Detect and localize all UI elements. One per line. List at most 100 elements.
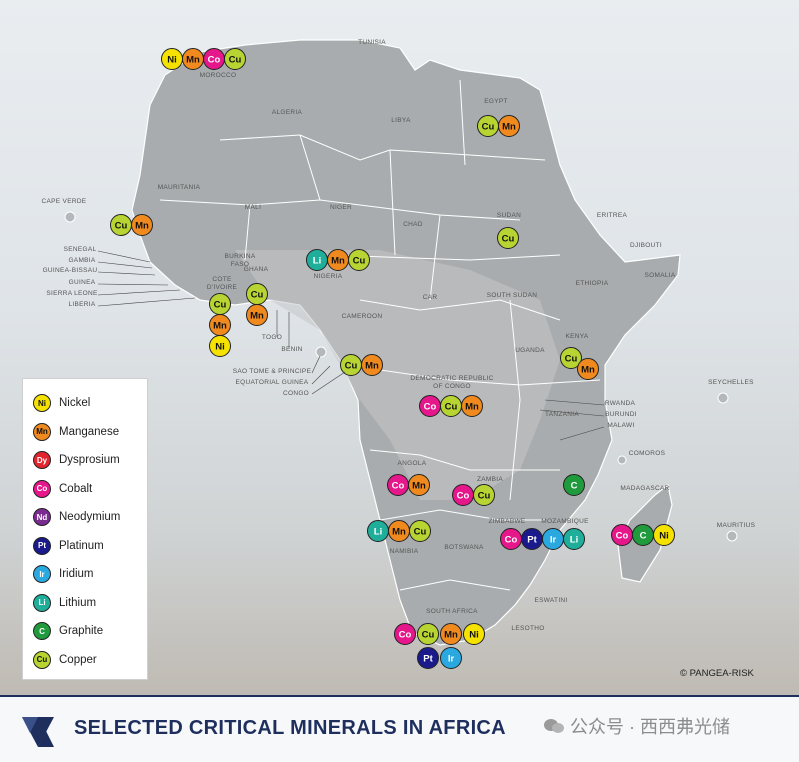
deposit-marker-mn: Mn <box>246 304 268 326</box>
leader-lines <box>97 250 605 441</box>
country-label: BURKINA <box>225 253 256 260</box>
deposit-marker-cu: Cu <box>340 354 362 376</box>
copyright-credit: © PANGEA-RISK <box>680 668 754 679</box>
deposit-marker-circle <box>417 623 439 645</box>
deposit-marker-circle <box>497 227 519 249</box>
deposit-marker-symbol: Co <box>616 531 629 542</box>
deposit-marker-symbol: Mn <box>365 361 379 372</box>
deposit-marker-symbol: Li <box>313 256 321 267</box>
country-label: EGYPT <box>484 98 508 105</box>
deposit-marker-circle <box>563 528 585 550</box>
deposit-marker-pt: Pt <box>521 528 543 550</box>
deposit-marker-co: Co <box>452 484 474 506</box>
africa-map: TUNISIA MOROCCO ALGERIA LIBYA EGYPT MAURITANI… <box>42 39 756 669</box>
deposit-marker-symbol: Pt <box>423 654 433 665</box>
legend-item-iridium: Ir Iridium <box>33 564 94 584</box>
legend-label: Neodymium <box>59 511 121 523</box>
country-label: SENEGAL <box>64 246 97 253</box>
deposit-marker-symbol: Mn <box>465 402 479 413</box>
country-label: SAO TOME & PRINCIPE <box>233 368 312 375</box>
deposit-marker-circle <box>560 347 582 369</box>
deposit-marker-symbol: Cu <box>414 527 427 538</box>
legend-label: Lithium <box>59 596 97 609</box>
deposit-marker-ir: Ir <box>542 528 564 550</box>
deposit-marker-co: Co <box>611 524 633 546</box>
country-label: BURUNDI <box>605 411 637 418</box>
country-label: LIBERIA <box>68 301 95 308</box>
legend-symbol-co: Co <box>33 479 51 498</box>
deposit-marker-symbol: Ni <box>659 531 669 542</box>
legend-label: Cobalt <box>59 482 93 495</box>
deposit-marker-circle <box>394 623 416 645</box>
country-label: MAURITIUS <box>717 522 756 529</box>
deposit-marker-cu: Cu <box>440 395 462 417</box>
deposit-marker-c: C <box>563 474 585 496</box>
country-label: COMOROS <box>629 450 666 457</box>
deposit-marker-symbol: Mn <box>213 321 227 332</box>
country-borders <box>159 79 601 591</box>
country-label: MALAWI <box>607 422 634 429</box>
wechat-icon <box>544 719 564 733</box>
deposit-marker-symbol: Cu <box>445 402 458 413</box>
country-label: CAPE VERDE <box>42 198 87 205</box>
legend-symbol-nd: Nd <box>33 508 51 526</box>
deposit-marker-symbol: Li <box>374 527 382 538</box>
legend-label: Iridium <box>59 568 94 580</box>
deposit-marker-ni: Ni <box>463 623 485 645</box>
deposit-marker-circle <box>577 358 599 380</box>
country-label: CHAD <box>403 221 423 228</box>
legend-symbol-cu: Cu <box>33 650 51 669</box>
country-label: ESWATINI <box>534 597 567 604</box>
deposit-marker-mn: Mn <box>182 48 204 70</box>
deposit-marker-ni: Ni <box>209 335 231 357</box>
deposit-marker-circle <box>246 304 268 326</box>
deposit-marker-symbol: Co <box>424 402 437 413</box>
deposit-marker-circle <box>224 48 246 70</box>
deposit-marker-symbol: Co <box>392 481 405 492</box>
deposit-marker-li: Li <box>563 528 585 550</box>
deposit-marker-co: Co <box>419 395 441 417</box>
legend-symbol-ni: Ni <box>33 394 51 412</box>
watermark-text: 公众号 · 西西弗光储 <box>570 717 730 737</box>
deposit-marker-circle <box>461 395 483 417</box>
deposit-marker-pt: Pt <box>417 647 439 669</box>
country-label: SIERRA LEONE <box>46 290 98 297</box>
legend-label: Copper <box>59 653 97 666</box>
deposit-marker-symbol: Cu <box>229 55 242 66</box>
country-label: D'IVOIRE <box>207 284 238 291</box>
comoros-island <box>617 455 627 465</box>
deposit-marker-symbol: Mn <box>392 527 406 538</box>
legend-label: Nickel <box>59 397 91 409</box>
legend: Ni Nickel Mn Manganese Dy Dysprosium Co Cobalt N… <box>22 378 148 680</box>
country-label: CAR <box>423 294 438 301</box>
deposit-marker-symbol: Ir <box>448 654 455 665</box>
country-label: ANGOLA <box>398 460 427 467</box>
seychelles-island <box>717 392 729 404</box>
country-label: MADAGASCAR <box>620 485 669 492</box>
country-label: BENIN <box>281 346 302 353</box>
country-label: MOZAMBIQUE <box>541 518 589 525</box>
legend-item-manganese: Mn Manganese <box>33 422 119 442</box>
legend-symbol-pt: Pt <box>33 536 51 555</box>
country-label: DJIBOUTI <box>630 242 662 249</box>
country-label: ETHIOPIA <box>576 280 609 287</box>
sao-tome-island <box>315 346 327 358</box>
cape-verde-island <box>64 211 76 223</box>
country-label: ZIMBABWE <box>488 518 525 525</box>
deposit-marker-symbol: Mn <box>186 55 200 66</box>
legend-item-graphite: C Graphite <box>33 621 103 641</box>
deposit-marker-cu: Cu <box>348 249 370 271</box>
deposit-marker-symbol: Cu <box>565 354 578 365</box>
deposit-marker-symbol: Mn <box>444 630 458 641</box>
deposit-marker-co: Co <box>203 48 225 70</box>
country-label: SOUTH AFRICA <box>426 608 478 615</box>
deposit-marker-co: Co <box>500 528 522 550</box>
country-label: TUNISIA <box>358 39 386 46</box>
legend-label: Dysprosium <box>59 454 120 466</box>
legend-item-copper: Cu Copper <box>33 650 97 670</box>
deposit-marker-cu: Cu <box>409 520 431 542</box>
page-title: SELECTED CRITICAL MINERALS IN AFRICA <box>74 717 506 739</box>
deposit-marker-symbol: Cu <box>422 630 435 641</box>
deposit-marker-circle <box>417 647 439 669</box>
country-label: MAURITANIA <box>158 184 201 191</box>
